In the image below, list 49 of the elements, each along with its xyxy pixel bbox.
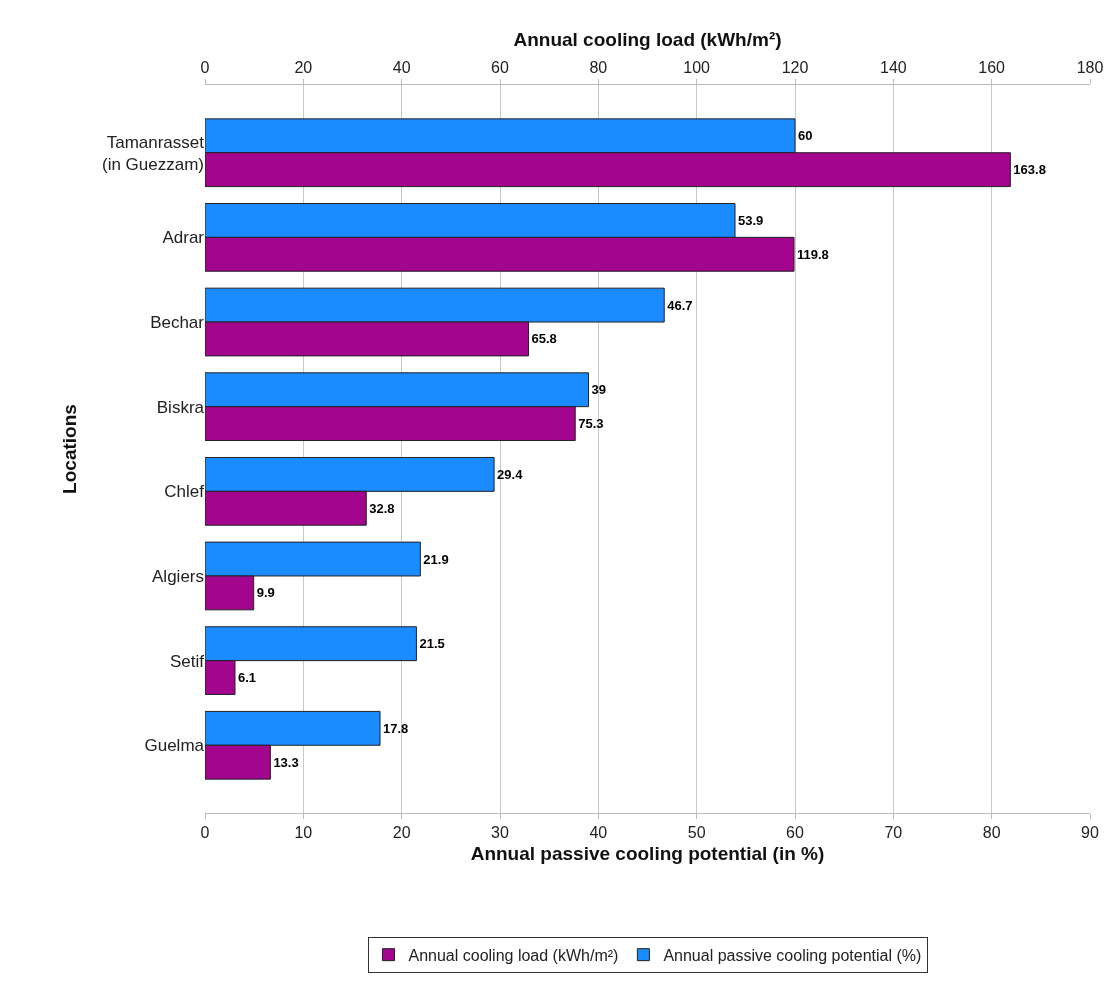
x2-tick-label: 0 <box>200 58 210 76</box>
y-tick-label: Algiers <box>152 566 204 586</box>
x-tick-label: 40 <box>589 824 608 842</box>
data-label: 39 <box>591 382 606 398</box>
data-label: 21.9 <box>423 551 449 567</box>
x-tick-label: 90 <box>1081 824 1099 842</box>
data-label: 163.8 <box>1013 162 1046 178</box>
y-tick-label: Biskra <box>156 397 205 417</box>
x-tick-label: 20 <box>392 824 411 842</box>
x2-tick-label: 40 <box>392 58 411 76</box>
y-axis-title: Locations <box>58 404 80 494</box>
y-tick-label: Adrar <box>162 228 205 248</box>
data-label: 13.3 <box>273 754 299 770</box>
y-tick-label: Bechar <box>150 312 205 332</box>
data-label: 60 <box>798 128 813 144</box>
x-tick-label: 80 <box>982 824 1001 842</box>
data-label: 21.5 <box>419 636 445 652</box>
legend-label: Annual cooling load (kWh/m²) <box>408 946 619 964</box>
x-tick-label: 30 <box>491 824 509 842</box>
data-label: 53.9 <box>738 212 764 228</box>
x2-tick-label: 80 <box>589 58 608 76</box>
y-tick-label: Setif <box>169 651 205 671</box>
x2-tick-label: 20 <box>294 58 313 76</box>
legend-label: Annual passive cooling potential (%) <box>663 946 922 964</box>
y-tick-label: Chlef <box>164 482 205 502</box>
data-label: 46.7 <box>667 297 693 313</box>
x-tick-label: 60 <box>786 824 804 842</box>
data-label: 9.9 <box>256 585 275 601</box>
x2-tick-label: 100 <box>683 58 711 76</box>
x2-tick-label: 160 <box>978 58 1006 76</box>
x-tick-label: 70 <box>884 824 903 842</box>
data-label: 6.1 <box>237 670 257 686</box>
data-label: 29.4 <box>497 466 524 482</box>
x2-axis-title: Annual cooling load (kWh/m²) <box>513 29 782 51</box>
data-label: 119.8 <box>797 246 829 262</box>
x2-tick-label: 180 <box>1076 58 1104 76</box>
x2-tick-label: 60 <box>491 58 509 76</box>
x-axis-title: Annual passive cooling potential (in %) <box>470 843 825 864</box>
y-tick-label: Tamanrasset (in Guezzam) <box>101 132 205 174</box>
x-tick-label: 10 <box>294 824 313 842</box>
data-label: 17.8 <box>383 720 409 736</box>
data-label: 75.3 <box>578 416 604 432</box>
x-tick-label: 0 <box>200 824 210 842</box>
y-tick-label: Guelma <box>144 736 205 756</box>
x-tick-label: 50 <box>687 824 706 842</box>
x2-tick-label: 140 <box>879 58 907 76</box>
x2-tick-label: 120 <box>781 58 809 76</box>
data-label: 65.8 <box>531 331 557 347</box>
data-label: 32.8 <box>369 500 395 516</box>
